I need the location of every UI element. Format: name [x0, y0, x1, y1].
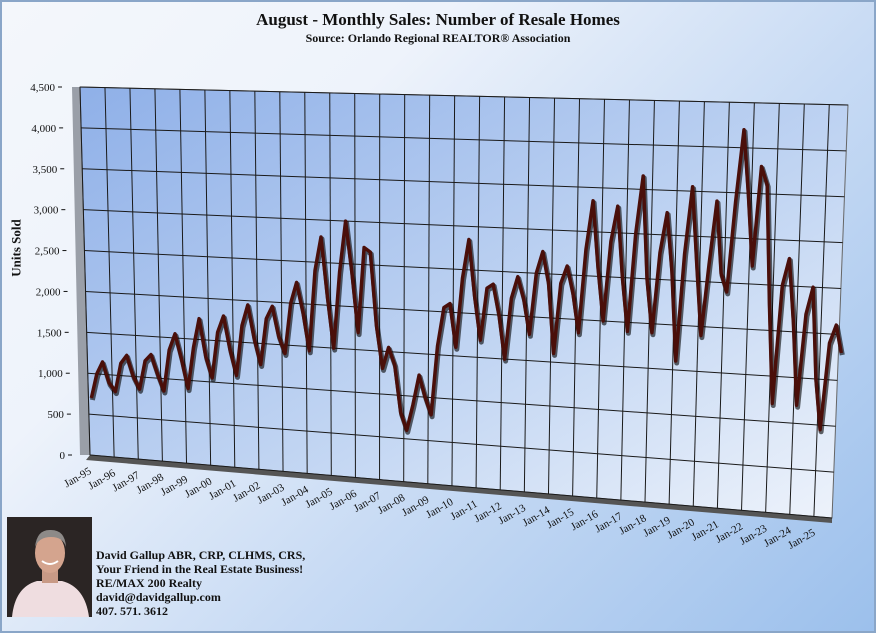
gridline-x	[475, 96, 481, 488]
gridline-x	[427, 95, 431, 484]
x-tick-label: Jan-25	[786, 526, 818, 551]
y-tick-label: 0	[60, 450, 66, 462]
gridline-x	[741, 102, 755, 511]
y-tick-label: 3,500	[32, 164, 57, 176]
gridline-x	[329, 92, 332, 476]
floor-edge	[86, 455, 832, 523]
y-tick-label: 4,500	[30, 82, 55, 94]
plot-area	[79, 86, 849, 519]
gridline-x	[789, 103, 805, 515]
agent-brokerage: RE/MAX 200 Realty	[96, 576, 202, 590]
agent-photo	[7, 517, 92, 617]
chart-subtitle: Source: Orlando Regional REALTOR® Associ…	[305, 31, 571, 45]
gridline-x	[129, 88, 139, 460]
agent-contact: David Gallup ABR, CRP, CLHMS, CRS, Your …	[96, 548, 305, 618]
gridline-x	[229, 90, 236, 468]
y-tick-label: 2,500	[35, 246, 60, 258]
agent-tagline: Your Friend in the Real Estate Business!	[96, 562, 304, 576]
y-tick-label: 1,500	[37, 327, 62, 339]
gridline-x	[813, 104, 830, 517]
gridline-x	[523, 97, 531, 492]
left-wall	[72, 87, 90, 455]
agent-name: David Gallup ABR, CRP, CLHMS, CRS,	[96, 548, 306, 562]
gridline-y	[82, 168, 845, 198]
gridline-x	[204, 89, 212, 466]
gridline-x	[79, 86, 91, 456]
y-tick-label: 3,000	[34, 205, 59, 217]
gridline-x	[279, 91, 284, 472]
y-tick-label: 500	[47, 409, 64, 421]
y-tick-label: 2,000	[36, 286, 61, 298]
agent-email[interactable]: david@davidgallup.com	[96, 590, 221, 604]
y-axis-label: Units Sold	[8, 219, 24, 277]
gridline-y	[81, 127, 847, 152]
gridline-y	[89, 454, 833, 519]
gridline-y	[79, 86, 849, 106]
chart-title: August - Monthly Sales: Number of Resale…	[256, 10, 620, 29]
gridline-x	[254, 91, 260, 470]
y-tick-label: 1,000	[38, 368, 63, 380]
gridline-x	[154, 88, 163, 462]
gridline-x	[499, 96, 506, 490]
y-tick-label: 4,000	[31, 123, 56, 135]
gridline-x	[179, 89, 188, 464]
gridline-x	[716, 102, 730, 509]
series-line-units-sold	[89, 127, 844, 433]
gridline-y	[88, 413, 834, 473]
gridline-x	[104, 87, 115, 458]
gridline-x	[451, 95, 456, 486]
gridline-x	[304, 92, 308, 474]
gridline-y	[86, 331, 838, 381]
agent-phone: 407. 571. 3612	[96, 604, 168, 618]
